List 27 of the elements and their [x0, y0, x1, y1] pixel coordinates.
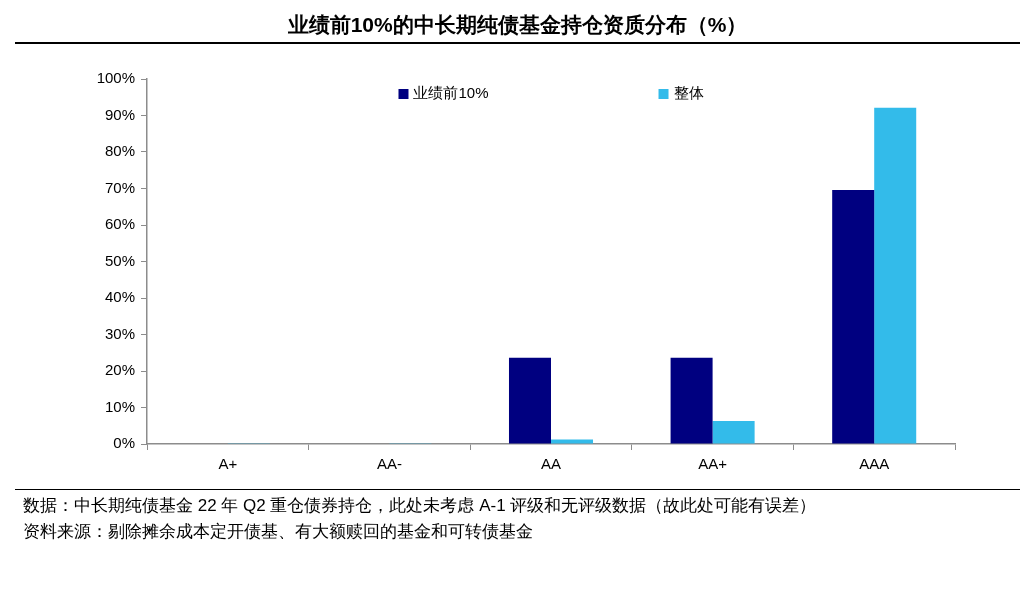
y-tick-label: 40% — [104, 288, 135, 306]
y-tick-label: 20% — [104, 361, 135, 379]
bar — [832, 189, 875, 444]
y-tick-label: 90% — [104, 105, 135, 123]
legend-label: 整体 — [673, 84, 704, 102]
text: 资料来源：剔除摊余成本定开债基、有大额赎回的基金和可转债基金 — [22, 521, 534, 543]
y-tick-label: 30% — [104, 324, 135, 342]
legend-label: 业绩前10% — [413, 84, 489, 102]
bar — [508, 357, 551, 444]
x-tick-label: A+ — [218, 455, 238, 473]
y-tick-label: 50% — [104, 251, 135, 269]
chart-title: 业绩前10%的中长期纯债基金持仓资质分布（%） — [15, 8, 1020, 44]
y-tick-label: 80% — [104, 142, 135, 160]
bar — [551, 439, 594, 444]
y-tick-label: 0% — [113, 434, 135, 452]
y-tick-label: 70% — [104, 178, 135, 196]
x-tick-label: AA- — [376, 455, 402, 473]
bar — [874, 107, 917, 444]
text: 数据：中长期纯债基金 22 年 Q2 重仓债券持仓，此处未考虑 A-1 评级和无评级数据（故此处可能有误差） — [22, 495, 818, 517]
x-tick-label: AA+ — [698, 455, 728, 473]
y-tick-label: 10% — [104, 397, 135, 415]
bar — [670, 357, 713, 444]
y-tick-label: 60% — [104, 215, 135, 233]
y-tick-label: 100% — [96, 69, 135, 87]
x-tick-label: AAA — [859, 455, 890, 473]
x-tick-label: AA — [540, 455, 562, 473]
bar — [712, 421, 755, 444]
